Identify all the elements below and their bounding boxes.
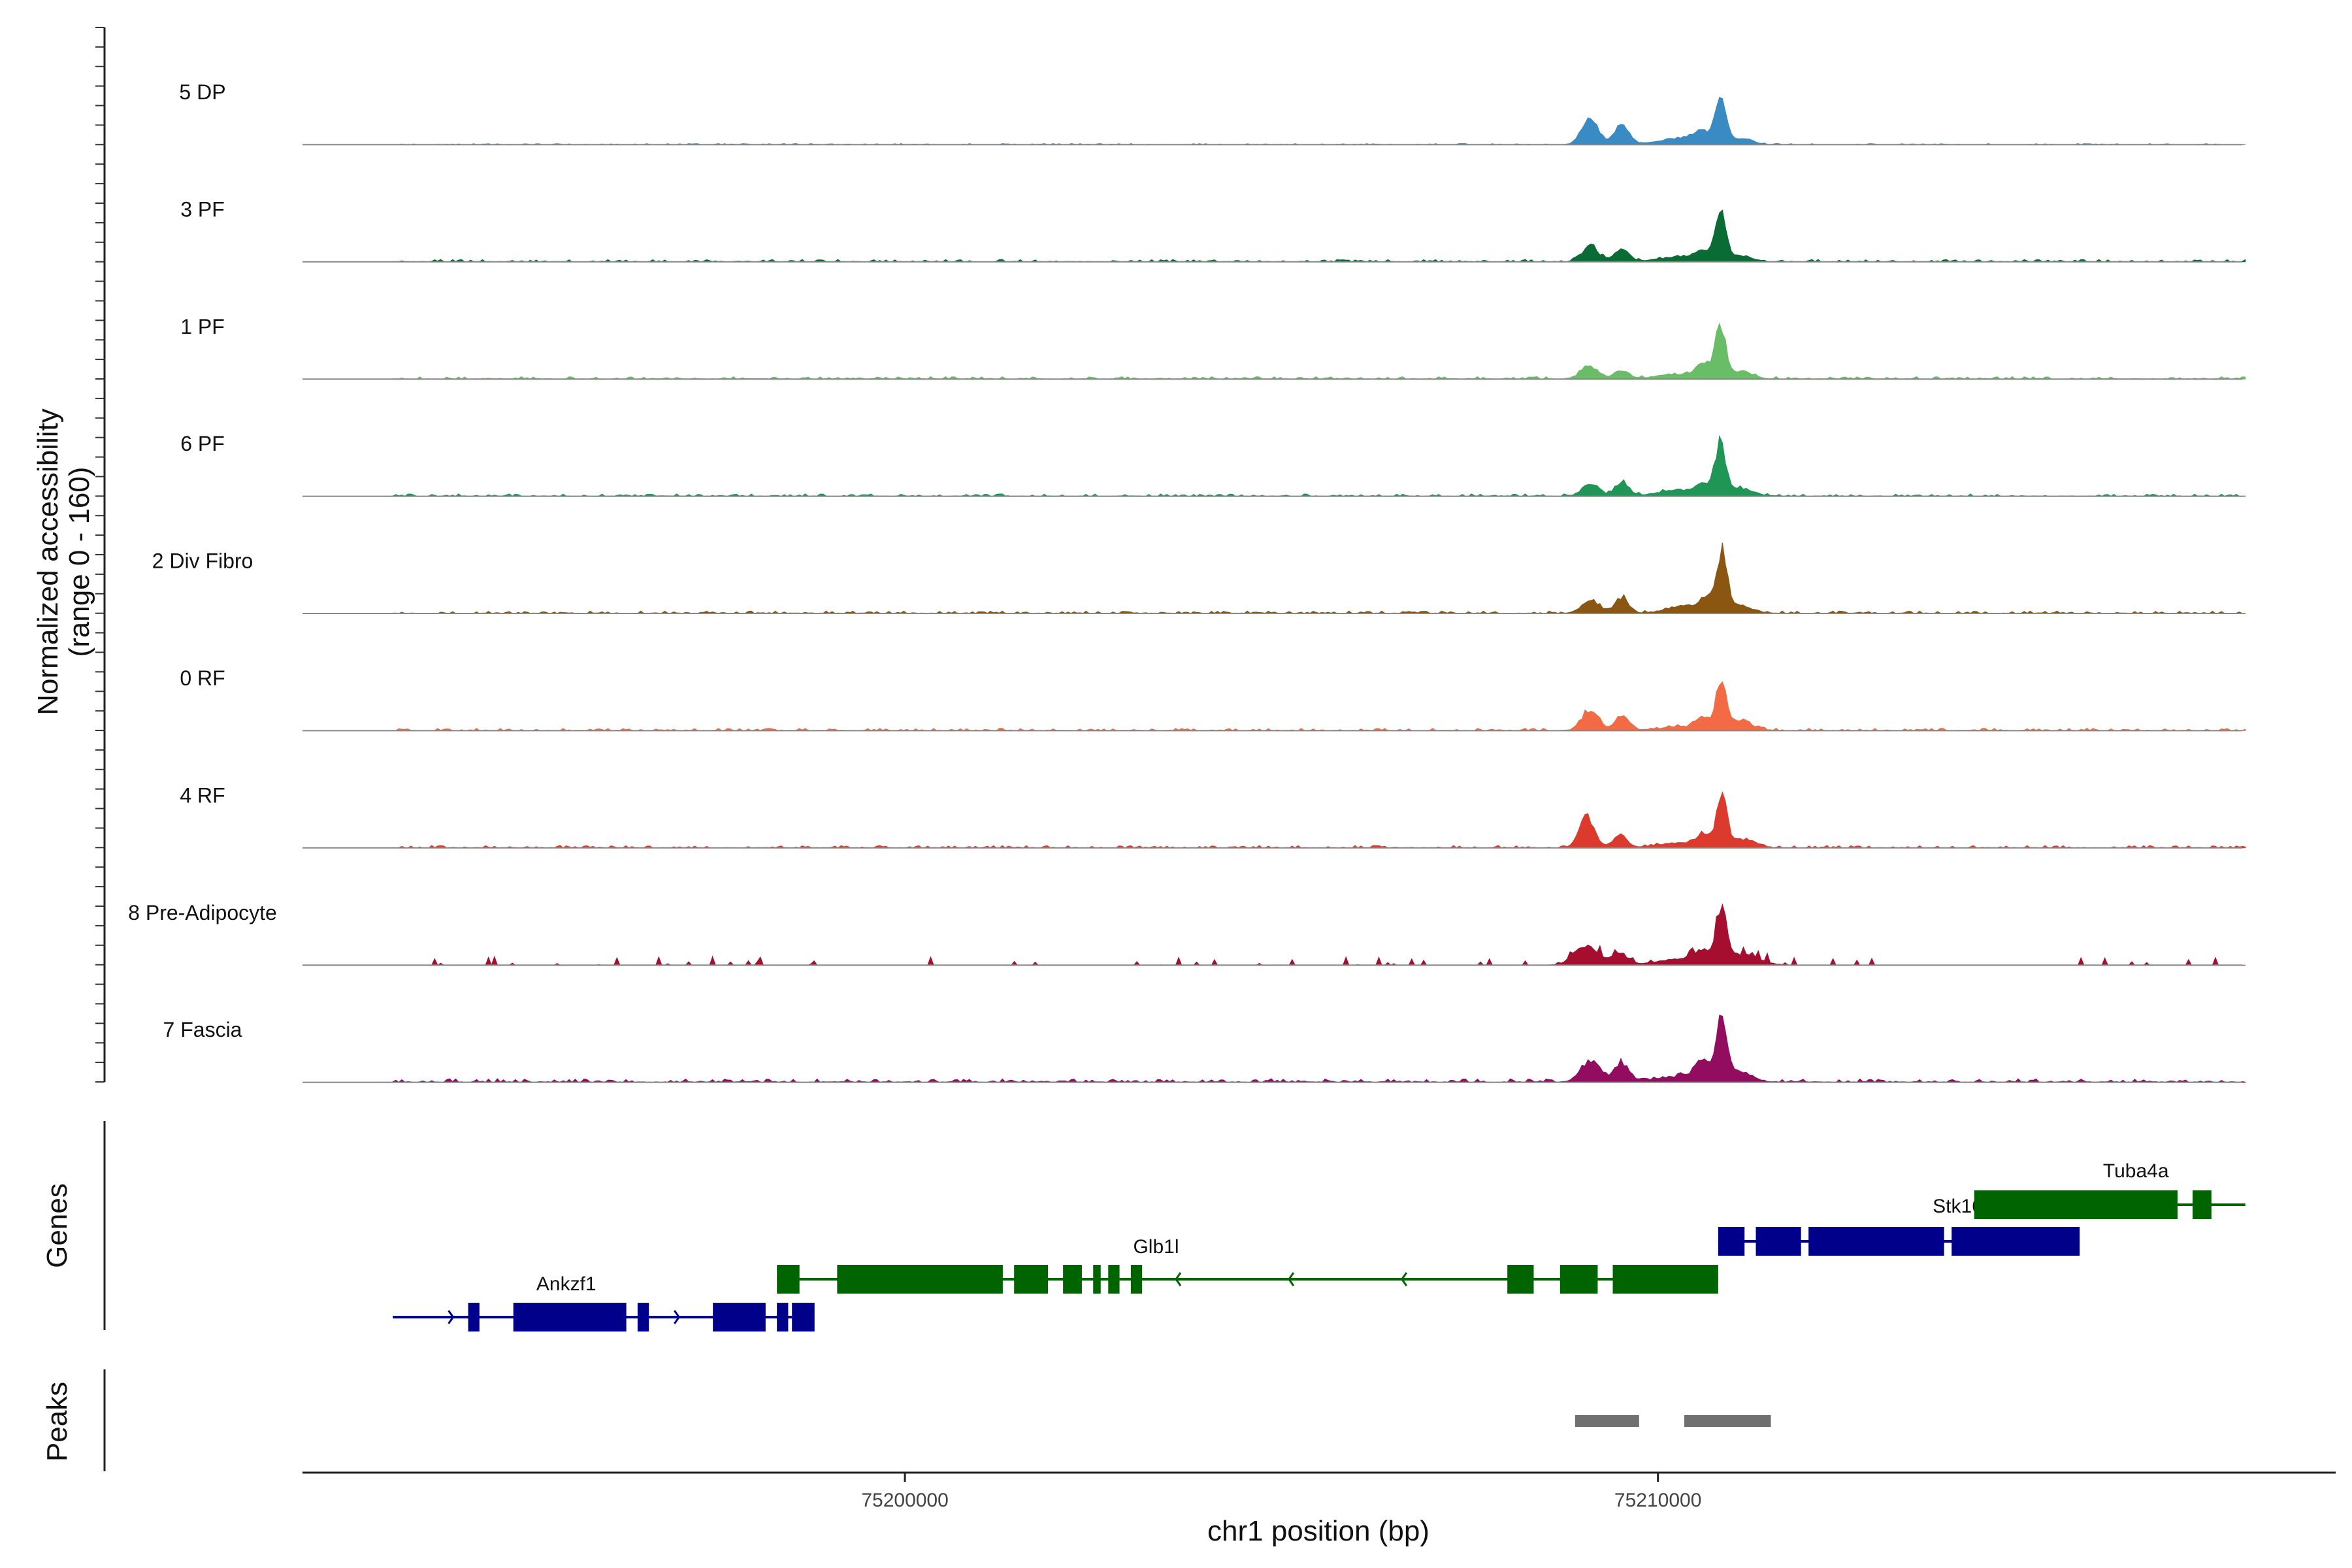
track-3-pf: 3 PF xyxy=(180,197,2246,263)
x-axis-title: chr1 position (bp) xyxy=(1207,1515,1429,1547)
track-label: 5 DP xyxy=(179,80,225,104)
gene-stk16: Stk16 xyxy=(1718,1196,2080,1256)
gene-exon xyxy=(713,1303,766,1331)
gene-exon xyxy=(777,1303,789,1331)
track-4-rf: 4 RF xyxy=(180,783,2246,849)
gene-exon xyxy=(837,1265,1003,1294)
coverage-area xyxy=(392,322,2246,380)
gene-label: Tuba4a xyxy=(2103,1160,2169,1182)
gene-exon xyxy=(1108,1265,1120,1294)
strand-arrow-icon xyxy=(1400,1272,1408,1286)
x-axis-ticks: 75200000 75210000 xyxy=(861,1473,1701,1511)
track-8-pre-adipocyte: 8 Pre-Adipocyte xyxy=(128,901,2246,966)
gene-label: Glb1l xyxy=(1133,1236,1179,1258)
gene-label: Ankzf1 xyxy=(536,1273,596,1295)
track-1-pf: 1 PF xyxy=(180,315,2246,380)
genes-panel-title: Genes xyxy=(41,1183,73,1268)
genes-track: Ankzf1 Glb1l Stk16 Tuba4a xyxy=(393,1160,2246,1331)
peaks-panel-title: Peaks xyxy=(41,1382,73,1462)
gene-exon xyxy=(1130,1265,1143,1294)
track-label: 6 PF xyxy=(180,432,225,455)
gene-exon xyxy=(637,1303,649,1331)
gene-exon xyxy=(1808,1227,1944,1256)
track-label: 1 PF xyxy=(180,315,225,338)
gene-exon xyxy=(2193,1190,2212,1219)
track-7-fascia: 7 Fascia xyxy=(163,1015,2246,1083)
gene-exon xyxy=(1093,1265,1101,1294)
coverage-area xyxy=(393,903,2246,966)
coverage-area xyxy=(392,1015,2246,1083)
coverage-area xyxy=(392,97,2246,145)
track-label: 2 Div Fibro xyxy=(152,549,253,573)
coverage-tracks: 5 DP 3 PF 1 PF 6 PF 2 Div Fibro 0 RF 4 RF 8 Pre… xyxy=(128,80,2246,1083)
gene-exon xyxy=(1014,1265,1049,1294)
gene-exon xyxy=(1063,1265,1082,1294)
y-axis-title-line2: (range 0 - 160) xyxy=(63,466,95,657)
track-label: 8 Pre-Adipocyte xyxy=(128,901,277,924)
strand-arrow-icon xyxy=(448,1310,455,1324)
track-2-div-fibro: 2 Div Fibro xyxy=(152,542,2246,614)
gene-exon xyxy=(792,1303,815,1331)
track-label: 3 PF xyxy=(180,197,225,221)
gene-tuba4a: Tuba4a xyxy=(1974,1160,2246,1219)
gene-exon xyxy=(468,1303,480,1331)
gene-exon xyxy=(777,1265,800,1294)
peak-region xyxy=(1575,1415,1639,1427)
track-5-dp: 5 DP xyxy=(179,80,2246,146)
gene-ankzf1: Ankzf1 xyxy=(393,1273,815,1331)
gene-exon xyxy=(513,1303,627,1331)
x-tick-label: 75210000 xyxy=(1614,1490,1701,1511)
coverage-area xyxy=(392,434,2246,497)
gene-exon xyxy=(1560,1265,1598,1294)
coverage-area xyxy=(392,791,2246,849)
strand-arrow-icon xyxy=(674,1310,681,1324)
track-label: 7 Fascia xyxy=(163,1018,242,1041)
track-label: 4 RF xyxy=(180,783,225,807)
gene-exon xyxy=(1974,1190,2178,1219)
gene-exon xyxy=(1612,1265,1718,1294)
gene-glb1l: Glb1l xyxy=(777,1236,1718,1294)
gene-exon xyxy=(1952,1227,2080,1256)
coverage-area xyxy=(392,681,2246,731)
gene-exon xyxy=(1718,1227,1745,1256)
coverage-area xyxy=(392,542,2246,614)
y-axis-title-line1: Normalized accessibility xyxy=(32,408,64,715)
track-label: 0 RF xyxy=(180,666,225,690)
coverage-area xyxy=(392,209,2246,263)
peaks-track xyxy=(1575,1415,1771,1427)
x-tick-label: 75200000 xyxy=(861,1490,948,1511)
coverage-y-ticks xyxy=(95,27,105,1083)
strand-arrow-icon xyxy=(1175,1272,1182,1286)
track-0-rf: 0 RF xyxy=(180,666,2246,732)
gene-exon xyxy=(1756,1227,1801,1256)
track-6-pf: 6 PF xyxy=(180,432,2246,497)
strand-arrow-icon xyxy=(1288,1272,1295,1286)
gene-exon xyxy=(1507,1265,1534,1294)
peak-region xyxy=(1684,1415,1771,1427)
